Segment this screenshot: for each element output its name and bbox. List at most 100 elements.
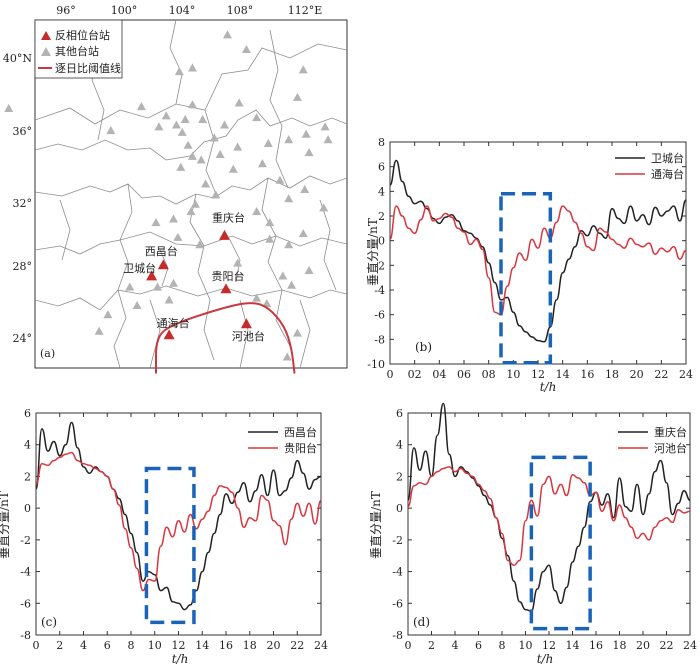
anti-phase-station-marker	[157, 259, 169, 270]
x-tick-label: 12	[531, 368, 545, 381]
other-station-marker	[171, 120, 181, 129]
chart-d-panel-label: (d)	[413, 615, 430, 629]
y-tick-label: -2	[392, 534, 403, 547]
x-tick-label: 0	[405, 639, 412, 652]
legend-threshold: 逐日比阈值线	[55, 61, 121, 75]
other-station-marker	[106, 125, 116, 135]
other-station-marker	[241, 44, 251, 54]
x-tick-label: 22	[290, 639, 304, 652]
x-tick-label: 6	[104, 639, 111, 652]
other-station-marker	[195, 240, 205, 249]
legend-gray-triangle-icon	[41, 47, 51, 56]
x-tick-label: 10	[519, 639, 533, 652]
other-station-marker	[211, 190, 221, 199]
legend-label: 西昌台	[284, 425, 317, 439]
x-tick-label: 22	[660, 639, 674, 652]
station-label: 通海台	[157, 316, 190, 330]
map-panel: 96° 100° 104° 108° 112°E 40°N 36° 32° 28…	[3, 4, 348, 374]
other-station-marker	[201, 179, 211, 188]
series-line-red	[389, 205, 687, 316]
anomaly-dashed-box	[499, 192, 553, 365]
chart-panel-c: 垂直分量/nT t/h (c) 0 2 4 6 8 10 12 14 16 18 20 22 24642…	[0, 407, 328, 666]
other-station-marker	[284, 194, 294, 203]
y-tick-label: 6	[378, 161, 385, 174]
x-tick-label: 18	[243, 639, 257, 652]
lat-tick-40: 40°N	[3, 52, 32, 65]
x-tick-label: 2	[56, 639, 63, 652]
other-station-marker	[233, 142, 243, 151]
lat-ticks: 40°N 36° 32° 28° 24°	[3, 52, 32, 345]
x-tick-label: 16	[219, 639, 233, 652]
other-station-marker	[174, 67, 184, 76]
x-tick-label: 16	[589, 639, 603, 652]
y-tick-label: 0	[396, 502, 403, 515]
other-station-marker	[152, 282, 162, 291]
station-label: 西昌台	[145, 244, 178, 258]
other-stations	[4, 30, 333, 361]
lat-tick-28: 28°	[13, 260, 33, 273]
y-tick-label: 6	[396, 407, 403, 420]
legend-other: 其他台站	[55, 44, 99, 58]
other-station-marker	[187, 63, 197, 72]
x-tick-label: 14	[556, 368, 570, 381]
other-station-marker	[304, 148, 314, 157]
other-station-marker	[284, 240, 294, 249]
x-tick-label: 14	[195, 639, 209, 652]
other-station-marker	[298, 229, 308, 238]
y-tick-label: 4	[378, 185, 385, 198]
x-tick-label: 4	[80, 639, 87, 652]
x-tick-label: 12	[172, 639, 186, 652]
other-station-marker	[173, 232, 183, 241]
chart-panel-b: 垂直分量/nT t/h (b) 0 02 04 06 08 10 12 14 16 18 20 22 2…	[366, 136, 693, 394]
y-tick-label: 4	[24, 439, 31, 452]
other-station-marker	[301, 129, 311, 138]
y-tick-label: 0	[24, 502, 31, 515]
other-station-marker	[287, 280, 297, 289]
y-tick-label: 2	[396, 470, 403, 483]
other-station-marker	[209, 133, 219, 142]
lon-tick-108: 108°	[227, 4, 254, 17]
series-line-red	[407, 466, 691, 566]
other-station-marker	[252, 293, 262, 302]
other-station-marker	[298, 65, 308, 74]
anomaly-dashed-box	[144, 466, 196, 625]
series-line-black	[407, 402, 691, 612]
y-tick-label: -6	[392, 597, 403, 610]
x-tick-label: 12	[542, 639, 556, 652]
other-station-marker	[233, 258, 243, 267]
x-tick-label: 22	[654, 368, 668, 381]
x-tick-label: 0	[387, 368, 394, 381]
other-station-marker	[257, 159, 267, 168]
other-station-marker	[304, 265, 314, 275]
other-station-marker	[125, 282, 135, 291]
x-tick-label: 02	[408, 368, 422, 381]
other-station-marker	[187, 100, 197, 109]
legend-label: 重庆台	[654, 425, 687, 439]
y-tick-label: 6	[24, 407, 31, 420]
x-tick-label: 10	[148, 639, 162, 652]
other-station-marker	[177, 127, 187, 136]
other-station-marker	[292, 92, 302, 101]
other-station-marker	[176, 162, 186, 171]
y-tick-label: 2	[378, 210, 385, 223]
other-station-marker	[265, 218, 275, 227]
lon-tick-112: 112°E	[288, 4, 323, 17]
lon-ticks: 96° 100° 104° 108° 112°E	[56, 4, 322, 17]
other-station-marker	[169, 214, 179, 223]
y-tick-label: -4	[20, 566, 31, 579]
anti-phase-station-marker	[220, 283, 232, 294]
chart-c-panel-label: (c)	[41, 615, 57, 629]
other-station-marker	[4, 103, 14, 112]
x-tick-label: 18	[613, 639, 627, 652]
x-tick-label: 10	[506, 368, 520, 381]
lon-tick-104: 104°	[169, 4, 196, 17]
chart-panel-d: 垂直分量/nT t/h (d) 0 2 4 6 8 10 12 14 16 18 20 22 24642…	[369, 402, 697, 666]
other-station-marker	[282, 352, 292, 361]
y-tick-label: -4	[392, 566, 403, 579]
legend-anti-phase: 反相位台站	[55, 28, 110, 42]
other-station-marker	[275, 175, 285, 184]
legend-red-triangle-icon	[41, 31, 51, 40]
chart-b-panel-label: (b)	[415, 340, 432, 354]
chart-d-xlabel: t/h	[537, 652, 554, 666]
